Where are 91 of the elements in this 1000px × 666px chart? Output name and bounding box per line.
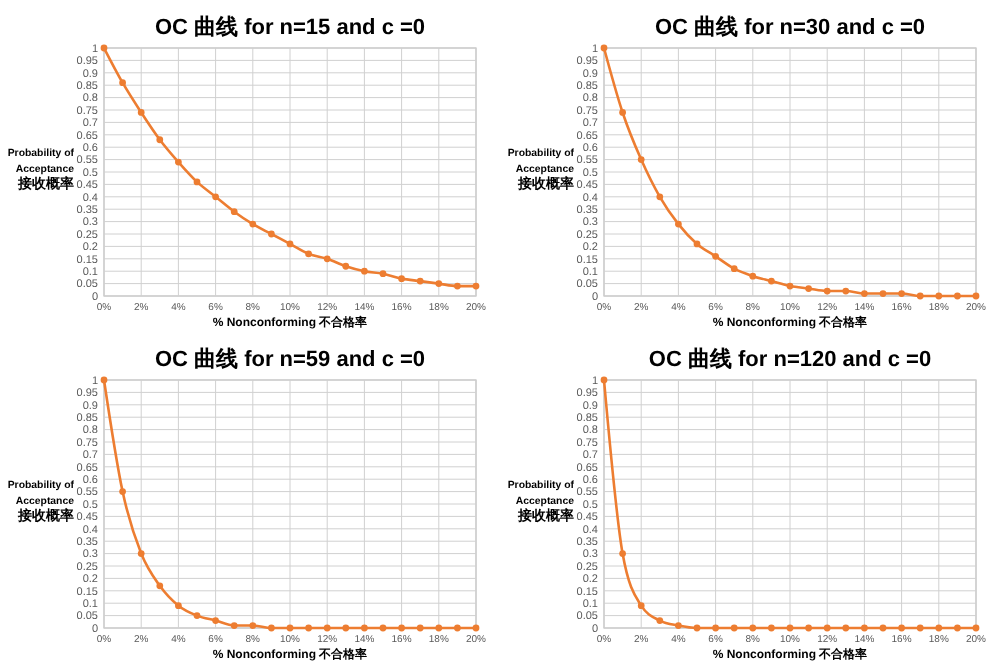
point [600,376,608,384]
point [972,292,980,300]
point [916,624,924,632]
point [137,109,145,116]
point [156,136,164,144]
point [268,624,275,632]
point [286,624,294,632]
point [786,624,794,632]
point [119,488,126,495]
point [730,624,738,632]
point [249,622,257,629]
point [749,272,757,280]
point [749,624,757,632]
point [175,158,182,166]
point [193,612,201,619]
point [379,624,387,632]
point [861,624,868,632]
point [768,277,775,285]
point [230,622,238,629]
point [693,624,701,632]
point [861,290,868,297]
point [823,287,831,295]
point [119,79,126,87]
point [416,624,424,632]
point [935,624,943,632]
point [805,624,812,632]
point [879,624,887,632]
point [323,624,331,632]
point [100,376,108,384]
point [619,550,626,557]
point [305,624,312,632]
point [323,255,331,263]
point [137,550,145,557]
point [916,292,924,300]
point [435,624,443,632]
point [342,624,350,632]
point [175,602,182,610]
point [935,292,943,300]
point [454,624,461,632]
point [342,262,350,270]
point [805,285,812,292]
point [305,250,312,258]
point [600,44,608,52]
point [268,230,275,238]
point [730,265,738,273]
point [823,624,831,632]
point [675,622,682,629]
chart-title: OC 曲线 for n=30 and c =0 [654,14,926,40]
point [100,44,108,52]
point [637,602,645,610]
point [230,208,238,216]
point [954,624,961,632]
point [898,624,905,632]
point [842,287,850,295]
point [768,624,775,632]
chart-title: OC 曲线 for n=59 and c =0 [154,346,426,372]
point [656,617,664,624]
point [361,624,368,632]
point [472,624,480,632]
point [286,240,294,248]
point [212,617,219,624]
chart-title: OC 曲线 for n=120 and c =0 [648,346,932,372]
point [712,252,719,260]
point [379,270,387,278]
point [898,290,905,297]
point [637,156,645,163]
point [193,178,201,186]
point [249,220,257,228]
point [693,240,701,248]
line-series [600,376,980,632]
point [472,282,480,290]
point [656,193,664,201]
point [435,280,443,287]
point [712,624,719,632]
chart-title: OC 曲线 for n=15 and c =0 [154,14,426,40]
point [212,193,219,201]
line-series [600,44,980,300]
point [879,290,887,297]
point [416,277,424,285]
point [361,267,368,275]
point [786,282,794,290]
point [619,109,626,116]
point [842,624,850,632]
point [398,275,405,283]
point [398,624,405,632]
point [954,292,961,300]
point [972,624,980,632]
line-series [100,376,480,632]
point [454,282,461,290]
point [156,582,164,590]
point [675,220,682,228]
